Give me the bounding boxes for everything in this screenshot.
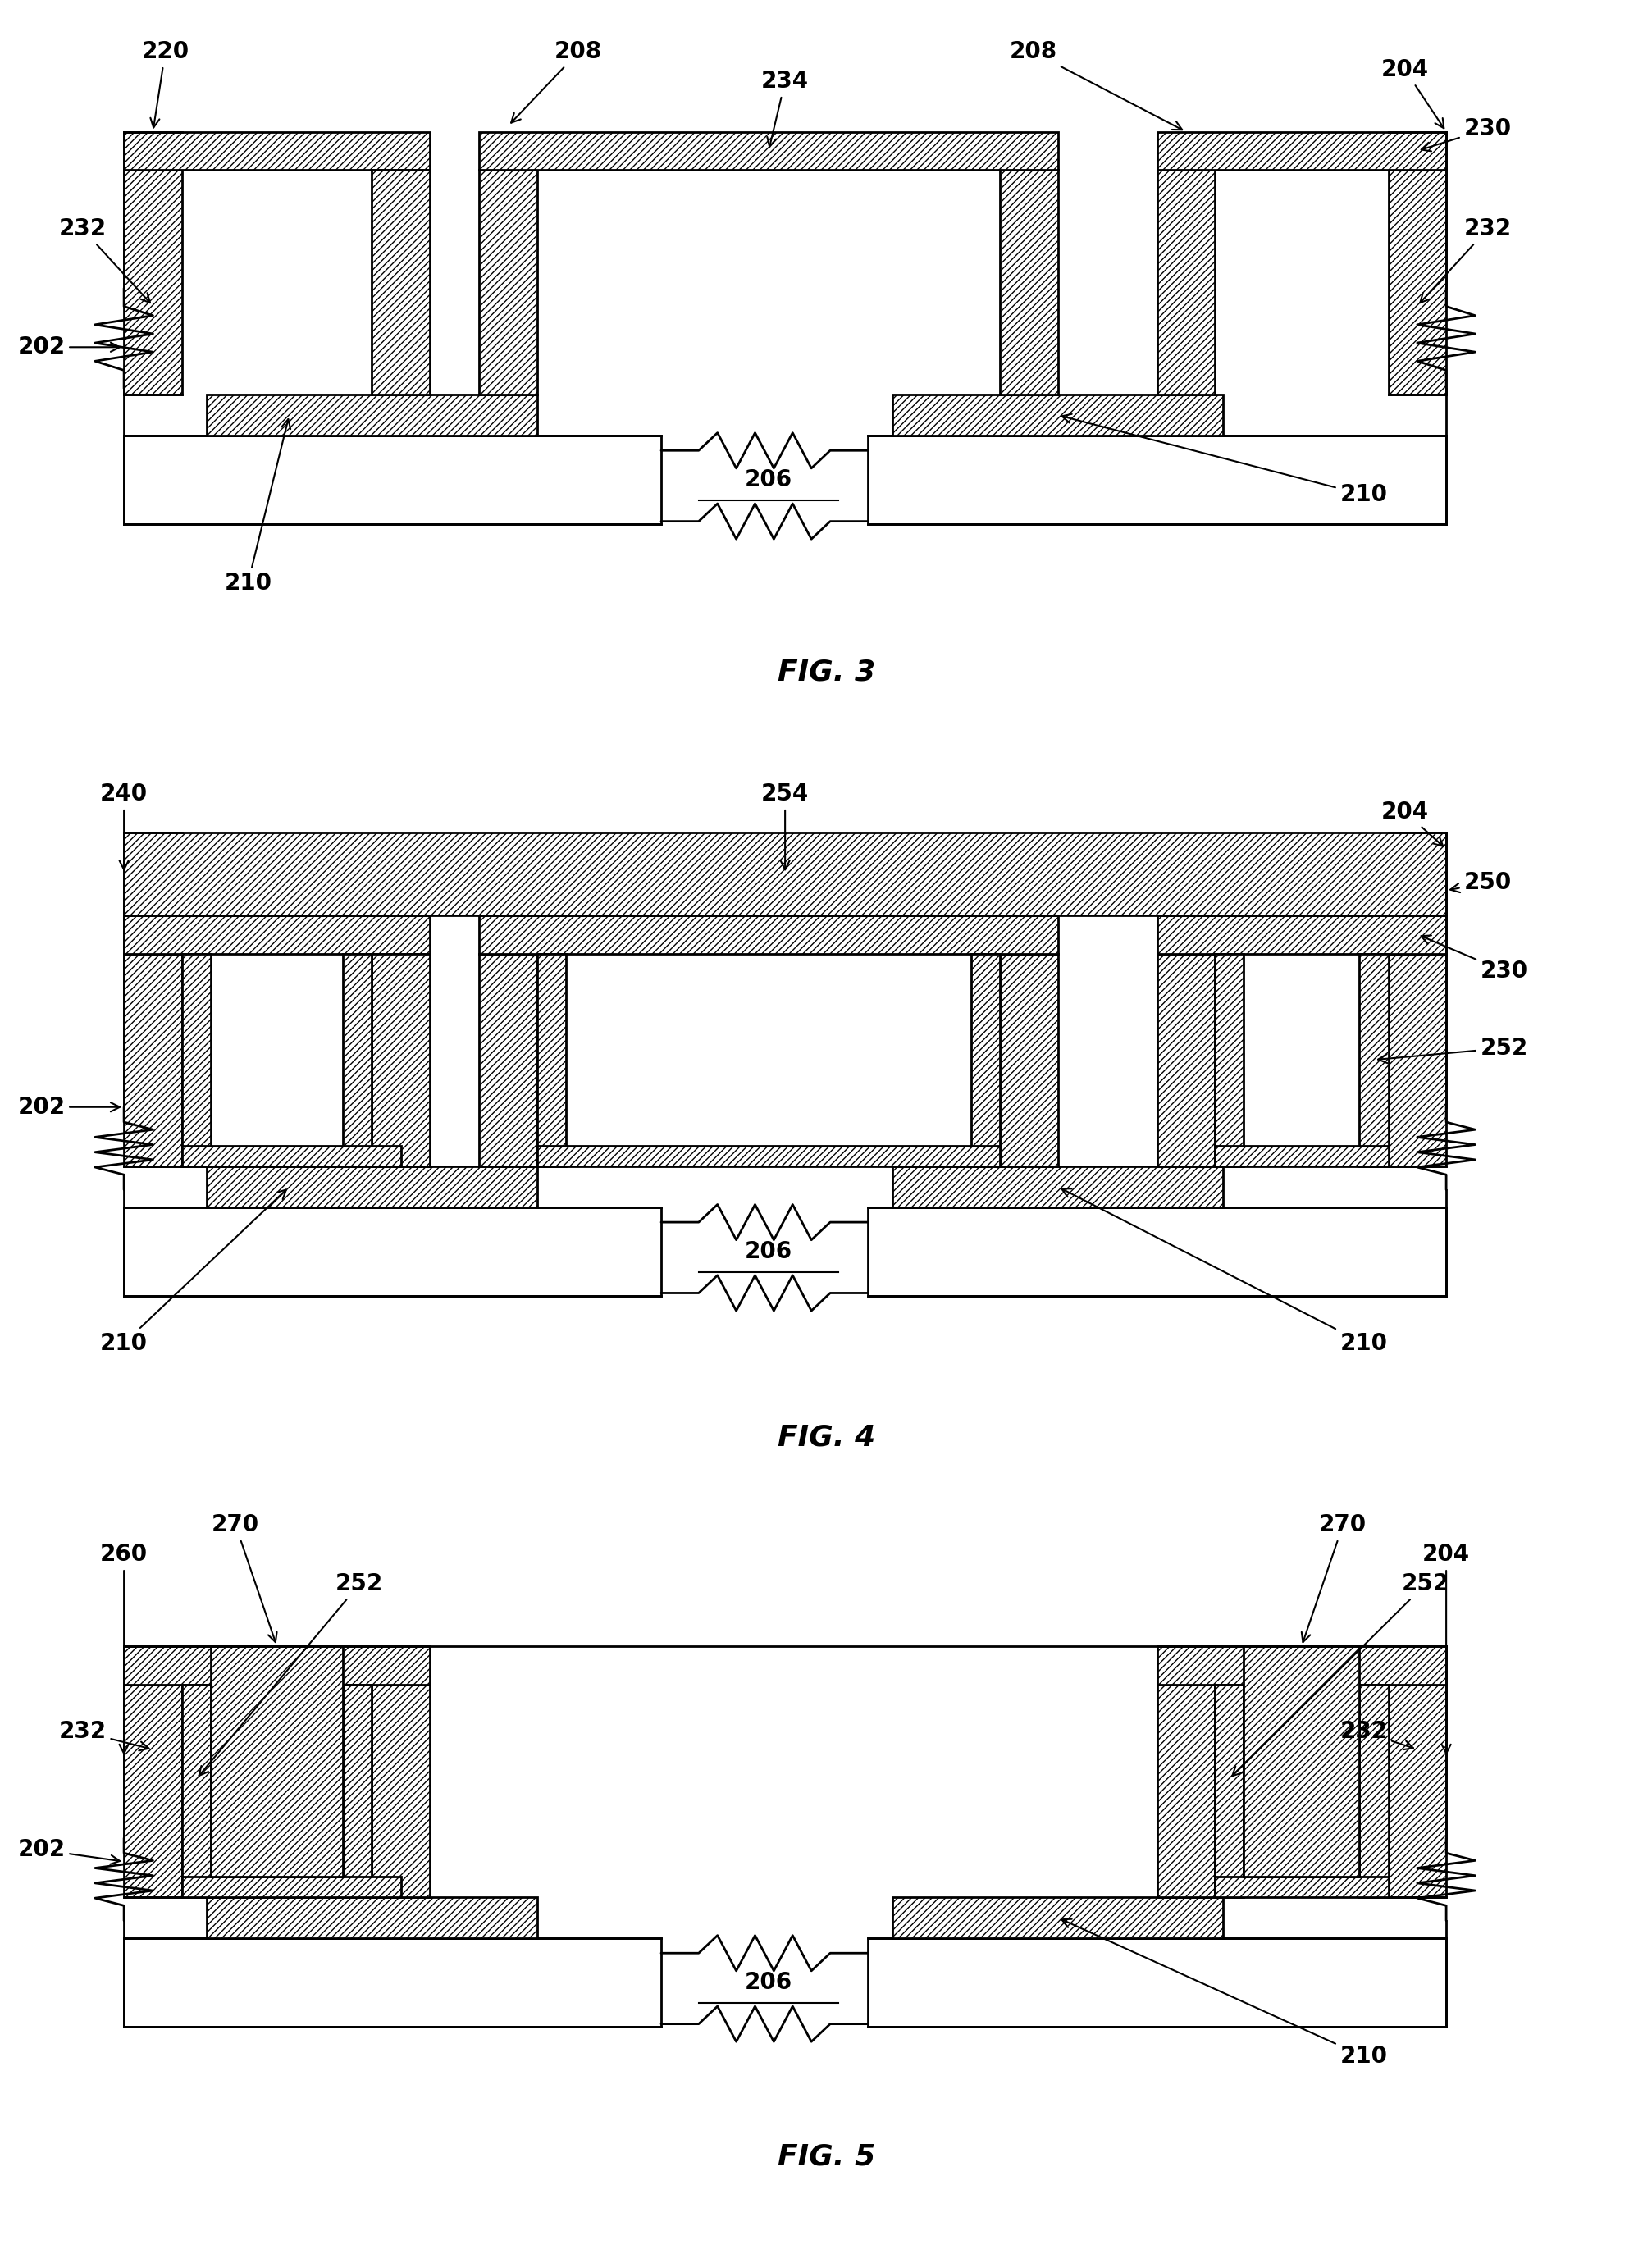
Text: 206: 206 [745, 1970, 791, 1995]
Text: 206: 206 [745, 1239, 791, 1264]
Bar [1388, 954, 1446, 1165]
Bar [344, 954, 372, 1165]
Bar [124, 436, 661, 524]
Text: FIG. 5: FIG. 5 [776, 2143, 876, 2170]
Text: 208: 208 [510, 40, 601, 124]
Text: FIG. 4: FIG. 4 [776, 1424, 876, 1451]
Bar [1156, 133, 1446, 171]
Text: 250: 250 [1449, 870, 1510, 895]
Text: 204: 204 [1381, 801, 1442, 846]
Bar [1360, 954, 1388, 1165]
Bar [479, 915, 1057, 954]
Bar [372, 954, 430, 1165]
Text: 204: 204 [1381, 58, 1444, 128]
Text: 252: 252 [1378, 1037, 1526, 1064]
Text: 204: 204 [1422, 1543, 1469, 1754]
Bar [124, 133, 430, 171]
Text: 206: 206 [745, 468, 791, 493]
Bar [124, 1685, 182, 1898]
Bar [1214, 954, 1244, 1165]
Bar [892, 1898, 1222, 1939]
Bar [372, 171, 430, 394]
Text: 232: 232 [59, 1720, 149, 1750]
Bar [1156, 915, 1446, 954]
Bar [537, 954, 565, 1165]
Text: 254: 254 [762, 783, 808, 870]
Text: 210: 210 [1061, 414, 1386, 506]
Text: 232: 232 [59, 218, 150, 304]
Bar [1244, 1646, 1360, 1876]
Bar [182, 1685, 211, 1898]
Bar [892, 394, 1222, 436]
Bar [537, 1145, 999, 1165]
Bar [124, 171, 182, 394]
Text: 220: 220 [142, 40, 188, 128]
Bar [182, 954, 211, 1165]
Bar [999, 171, 1057, 394]
Bar [206, 1898, 537, 1939]
Bar [867, 1939, 1446, 2026]
Bar [1214, 1145, 1388, 1165]
Bar [124, 832, 1446, 915]
Text: 208: 208 [1009, 40, 1181, 130]
Bar [479, 133, 1057, 171]
Bar [206, 394, 537, 436]
Bar [124, 1208, 661, 1295]
Text: 202: 202 [18, 335, 119, 358]
Text: 270: 270 [1300, 1514, 1366, 1642]
Text: 240: 240 [101, 783, 147, 870]
Text: 234: 234 [762, 70, 808, 146]
Bar [1214, 1876, 1388, 1898]
Text: 210: 210 [101, 1190, 286, 1354]
Bar [206, 1165, 537, 1208]
Bar [867, 1208, 1446, 1295]
Bar [867, 436, 1446, 524]
Text: 210: 210 [225, 418, 291, 594]
Bar [892, 1165, 1222, 1208]
Bar [999, 954, 1057, 1165]
Bar [372, 1685, 430, 1898]
Bar [211, 1646, 344, 1876]
Bar [1156, 171, 1214, 394]
Bar [479, 954, 537, 1165]
Text: 260: 260 [101, 1543, 147, 1754]
Bar [971, 954, 999, 1165]
Text: 210: 210 [1061, 1918, 1386, 2067]
Text: 232: 232 [1340, 1720, 1412, 1750]
Bar [1214, 1685, 1244, 1898]
Bar [124, 1646, 430, 1685]
Text: 252: 252 [1232, 1572, 1449, 1777]
Bar [1388, 1685, 1446, 1898]
Text: 232: 232 [1419, 218, 1510, 304]
Bar [344, 1685, 372, 1898]
Bar [124, 954, 182, 1165]
Bar [1156, 954, 1214, 1165]
Text: 202: 202 [18, 1837, 119, 1864]
Bar [182, 1145, 401, 1165]
Bar [1156, 1685, 1214, 1898]
Bar [124, 1939, 661, 2026]
Text: 270: 270 [211, 1514, 278, 1642]
Text: FIG. 3: FIG. 3 [776, 659, 876, 686]
Bar [1360, 1685, 1388, 1898]
Text: 202: 202 [18, 1095, 119, 1118]
Bar [1388, 171, 1446, 394]
Bar [182, 1876, 401, 1898]
Text: 252: 252 [198, 1572, 383, 1777]
Text: 210: 210 [1061, 1190, 1386, 1354]
Bar [124, 915, 430, 954]
Bar [479, 171, 537, 394]
Text: 230: 230 [1421, 117, 1510, 151]
Text: 230: 230 [1421, 936, 1526, 983]
Bar [1156, 1646, 1446, 1685]
